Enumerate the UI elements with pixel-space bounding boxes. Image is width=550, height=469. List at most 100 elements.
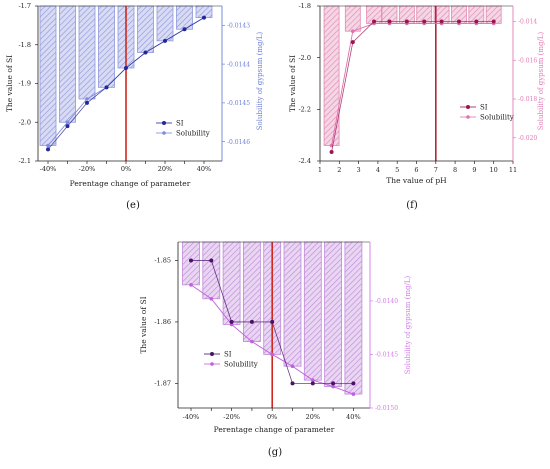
y2-axis-label: Solubility of gypsum (mg/L) — [404, 276, 412, 375]
y-tick-label: -1.9 — [18, 80, 31, 88]
x-tick-label: -20% — [79, 165, 96, 173]
x-axis-label: The value of pH — [386, 176, 447, 185]
si-point — [104, 85, 109, 90]
si-point — [404, 19, 409, 24]
si-point — [456, 19, 461, 24]
y-tick-label: -2.2 — [298, 106, 311, 114]
solubility-bar — [242, 241, 261, 342]
solubility-point — [250, 339, 254, 344]
x-tick-label: 0% — [121, 165, 131, 173]
x-tick-label: 1 — [318, 166, 322, 174]
solubility-bar — [137, 5, 154, 53]
chart-panel-2: -1.85 -1.86 -1.87 -0.0140 -0.0145 -0.0150 -40%… — [139, 241, 412, 458]
si-point — [163, 38, 167, 43]
x-tick-label: 0% — [267, 413, 277, 421]
legend: SI Solubility — [156, 120, 210, 138]
y2-tick-label: -0.0145 — [375, 352, 398, 359]
y-tick-label: -1.8 — [18, 41, 31, 49]
x-tick-label: 11 — [509, 166, 517, 174]
x-tick-label: 20% — [306, 413, 320, 421]
x-tick-label: 2 — [337, 166, 341, 174]
x-tick-label: 40% — [346, 413, 360, 421]
si-point — [474, 19, 479, 24]
solubility-bar — [39, 5, 57, 146]
si-point — [270, 319, 275, 324]
legend-solubility-marker — [162, 131, 166, 135]
x-tick-label: 7 — [434, 166, 438, 174]
si-point — [331, 381, 336, 386]
legend: SI Solubility — [204, 351, 258, 369]
y-tick-label: -2.4 — [298, 157, 311, 165]
si-point — [182, 27, 187, 32]
chart-panel-1: -1.8 -2.0 -2.2 -2.4 -0.014 -0.016 -0.018 -0.020… — [288, 2, 545, 211]
y-tick-label: -1.8 — [298, 2, 311, 10]
x-axis-label: Perentage change of parameter — [214, 425, 335, 434]
si-point — [387, 19, 392, 24]
solubility-bar — [182, 241, 200, 286]
solubility-bar — [98, 5, 115, 88]
y-tick-label: -1.85 — [154, 257, 171, 265]
si-point — [124, 66, 128, 70]
legend-solubility-label: Solubility — [480, 114, 514, 122]
y2-tick-label: -0.0150 — [375, 405, 398, 412]
x-tick-label: -40% — [40, 165, 57, 173]
y-axis-label: The value of SI — [288, 55, 297, 112]
legend-solubility-label: Solubility — [224, 361, 258, 369]
legend-solubility-label: Solubility — [176, 130, 210, 138]
solubility-point — [290, 364, 295, 369]
solubility-bar — [78, 5, 96, 100]
legend-si-label: SI — [176, 120, 184, 128]
si-point — [209, 258, 214, 263]
panel-label: (g) — [268, 447, 282, 458]
legend-si-label: SI — [480, 104, 488, 112]
x-tick-label: 6 — [414, 166, 418, 174]
si-point — [85, 100, 89, 105]
si-point — [249, 319, 254, 324]
si-point — [143, 50, 148, 55]
solubility-point — [85, 97, 89, 101]
si-point — [372, 19, 377, 24]
x-tick-label: 4 — [376, 166, 380, 174]
solubility-point — [331, 384, 335, 389]
si-point — [329, 149, 334, 154]
solubility-line — [331, 22, 494, 146]
legend-solubility-marker — [210, 362, 214, 366]
x-tick-label: 10 — [490, 166, 498, 174]
si-point — [229, 319, 234, 324]
si-point — [350, 40, 355, 45]
legend-si-marker — [466, 105, 470, 109]
solubility-bar — [156, 5, 174, 42]
solubility-bar — [202, 241, 221, 300]
y2-tick-label: -0.020 — [518, 135, 537, 142]
legend-si-marker — [210, 352, 214, 356]
y2-tick-label: -0.0143 — [227, 23, 250, 30]
solubility-point — [209, 296, 214, 301]
x-tick-label: 9 — [472, 166, 476, 174]
solubility-point — [189, 283, 193, 287]
legend-solubility-marker — [466, 115, 470, 119]
si-point — [46, 147, 50, 152]
solubility-bar — [222, 241, 241, 325]
y-tick-label: -2.1 — [18, 157, 31, 165]
si-point — [491, 19, 496, 24]
x-axis-label: Perentage change of parameter — [70, 179, 191, 188]
solubility-point — [270, 352, 275, 357]
x-tick-label: 20% — [158, 165, 172, 173]
x-tick-label: 40% — [197, 165, 211, 173]
x-tick-label: -20% — [223, 413, 240, 421]
si-point — [310, 381, 315, 386]
solubility-bar — [283, 241, 302, 367]
y-tick-label: -1.87 — [154, 380, 171, 388]
solubility-bar — [303, 241, 322, 381]
y2-tick-label: -0.018 — [518, 96, 537, 103]
x-tick-label: -40% — [183, 413, 200, 421]
solubility-point — [351, 29, 355, 33]
solubility-bar — [324, 241, 343, 387]
panel-label: (e) — [126, 200, 140, 211]
x-tick-label: 8 — [453, 166, 457, 174]
si-point — [351, 381, 356, 386]
y-axis-label: The value of SI — [5, 55, 14, 112]
si-point — [439, 19, 444, 24]
solubility-bar — [344, 5, 361, 32]
